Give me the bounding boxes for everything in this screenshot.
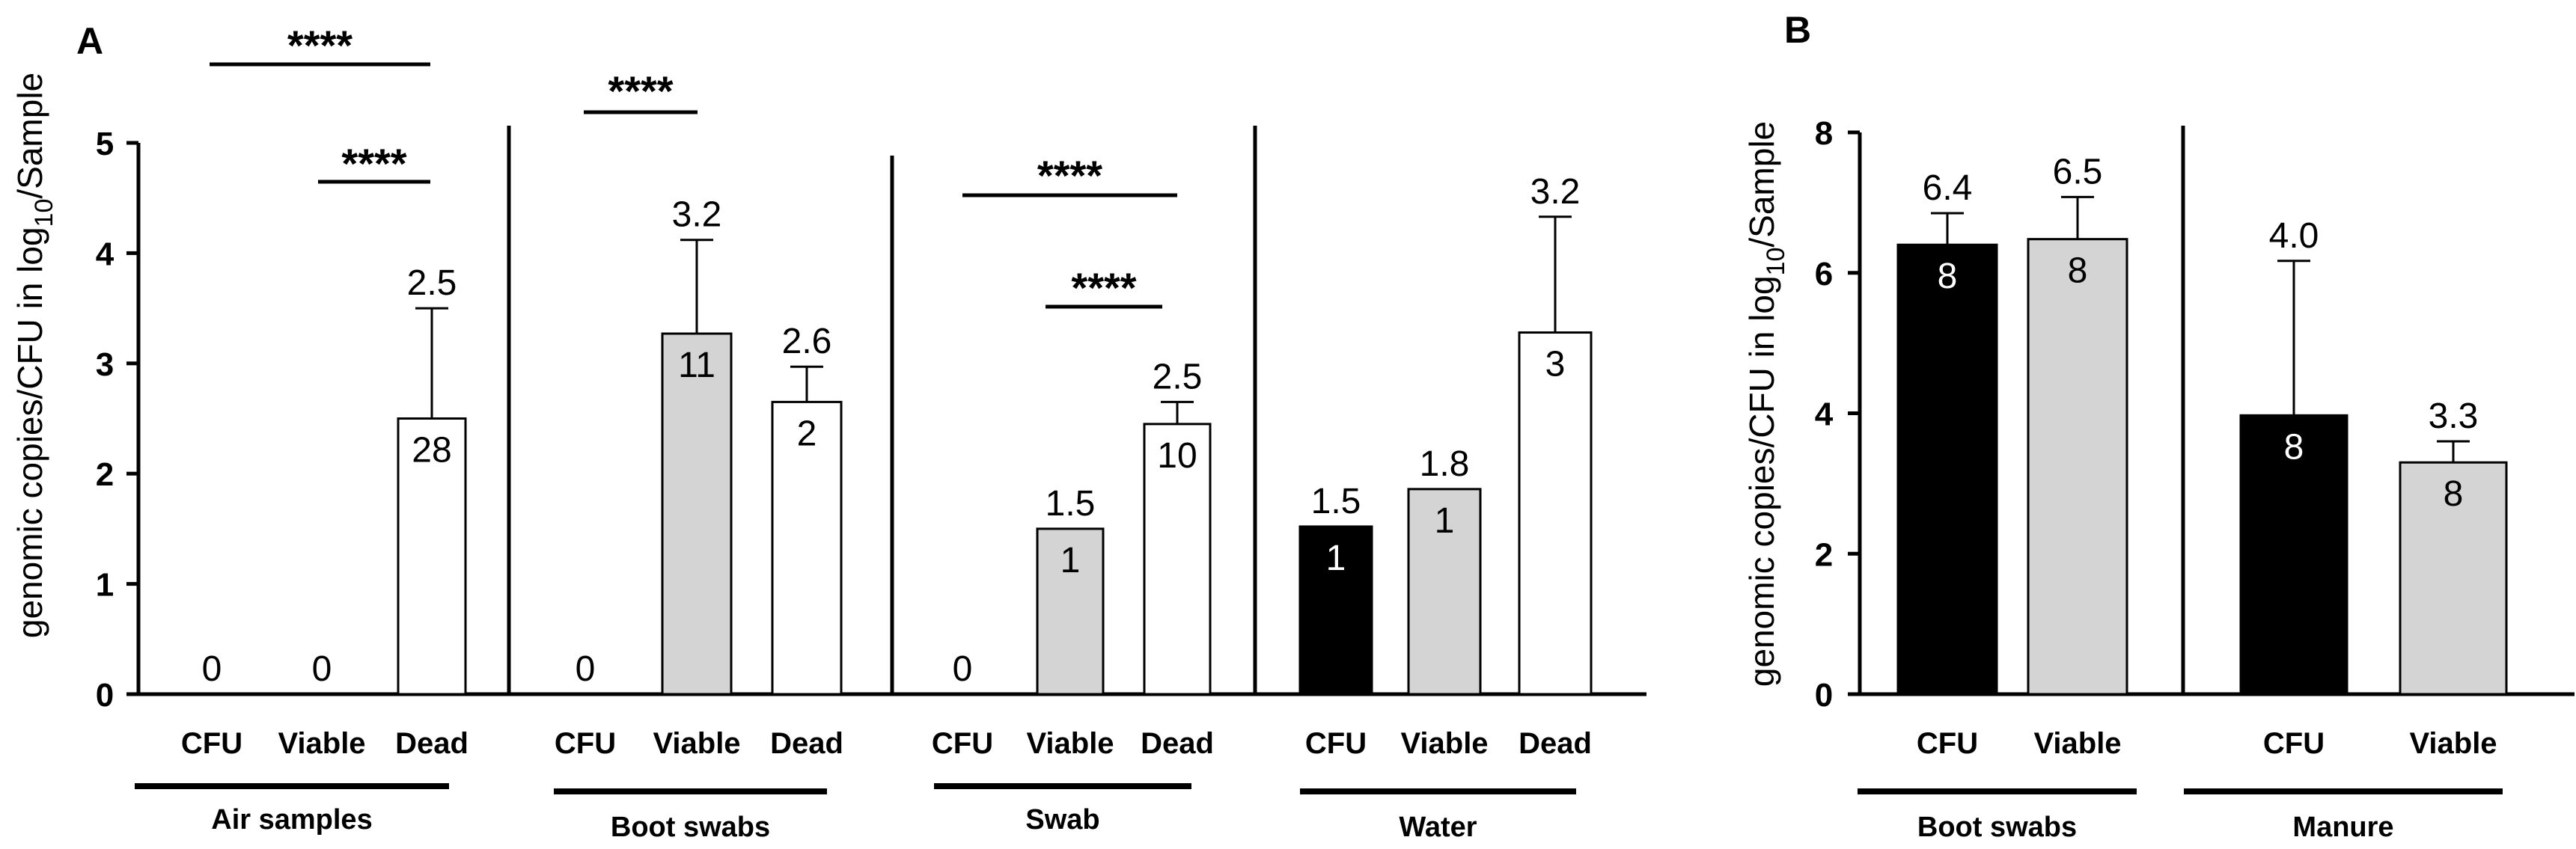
- x-tick-label: CFU: [555, 727, 616, 760]
- panel-a-group-air-samples: 0 CFU 0 Viable 2.5 28 Dead Air samples **** ****: [135, 22, 468, 836]
- x-tick-label: Dead: [1141, 727, 1214, 760]
- data-label: 1.5: [1046, 484, 1096, 524]
- panel-b-group-boot-swabs: 6.4 8 CFU 6.5 8 Viable Boot swabs: [1858, 152, 2137, 843]
- significance-label: ****: [1071, 264, 1136, 311]
- bar-cfu: [1298, 525, 1373, 696]
- panel-a-letter: A: [76, 20, 103, 62]
- group-label: Manure: [2292, 812, 2393, 843]
- data-label: 0: [202, 649, 222, 689]
- n-label: 8: [2444, 474, 2464, 514]
- x-tick-label: Viable: [653, 727, 740, 760]
- bar-viable: [2027, 238, 2128, 696]
- significance-label: ****: [608, 67, 673, 114]
- data-label: 3.2: [1530, 172, 1581, 212]
- bar-viable: [1407, 488, 1482, 696]
- data-label: 6.4: [1923, 168, 1973, 208]
- n-label: 8: [2284, 427, 2304, 467]
- data-label: 0: [312, 649, 332, 689]
- n-label: 8: [1938, 257, 1958, 296]
- x-tick-label: Viable: [2033, 727, 2121, 760]
- panel-a-y-axis-label: genomic copies/CFU in log10/Sample: [10, 73, 58, 638]
- x-tick-label: Viable: [1400, 727, 1488, 760]
- panel-a-y-tick-label: 3: [96, 346, 114, 383]
- panel-b-y-tick-label: 8: [1815, 115, 1833, 152]
- n-label: 8: [2068, 251, 2088, 291]
- panel-b-group-manure: 4.0 8 CFU 3.3 8 Viable Manure: [2184, 216, 2508, 843]
- n-label: 2: [797, 414, 817, 453]
- significance-label: ****: [287, 22, 352, 69]
- significance-label: ****: [1037, 152, 1102, 199]
- panel-b-y-tick-label: 0: [1815, 677, 1833, 714]
- data-label: 2.5: [407, 263, 457, 303]
- bar-viable: [661, 332, 733, 696]
- bar-viable: [1036, 527, 1105, 696]
- x-tick-label: Viable: [1026, 727, 1114, 760]
- x-tick-label: Dead: [395, 727, 468, 760]
- panel-a-group-water: 1.5 1 CFU 1.8 1 Viable 3.2 3 Dead Water: [1298, 172, 1593, 843]
- panel-b-letter: B: [1784, 9, 1811, 51]
- n-label: 1: [1060, 541, 1081, 580]
- panel-b-y-tick-label: 2: [1815, 536, 1833, 573]
- data-label: 0: [953, 649, 973, 689]
- data-label: 2.5: [1153, 357, 1203, 396]
- n-label: 1: [1435, 501, 1455, 541]
- group-label: Boot swabs: [611, 812, 770, 843]
- bar-cfu: [2239, 414, 2348, 696]
- data-label: 0: [576, 649, 596, 689]
- panel-a-group-swab: 0 CFU 1.5 1 Viable 2.5 10 Dead Swab **** ****: [932, 152, 1214, 836]
- data-label: 1.8: [1420, 444, 1470, 484]
- panel-a-y-tick-label: 4: [96, 236, 115, 272]
- x-tick-label: Viable: [278, 727, 365, 760]
- n-label: 11: [678, 346, 715, 385]
- panel-a-y-tick-label: 2: [96, 456, 114, 493]
- x-tick-label: Dead: [1519, 727, 1592, 760]
- data-label: 6.5: [2053, 152, 2103, 191]
- panel-a-y-tick-label: 5: [96, 126, 114, 162]
- n-label: 1: [1326, 539, 1346, 578]
- panel-b-y-axis-label: genomic copies/CFU in log10/Sample: [1742, 121, 1790, 687]
- data-label: 3.2: [672, 195, 722, 235]
- panel-a-group-boot-swabs: 0 CFU 3.2 11 Viable 2.6 2 Dead Boot swabs ****: [554, 67, 843, 843]
- x-tick-label: CFU: [932, 727, 993, 760]
- bar-cfu: [1896, 243, 1998, 696]
- n-label: 28: [412, 431, 451, 471]
- panel-b-y-tick-label: 6: [1815, 256, 1833, 292]
- data-label: 4.0: [2269, 216, 2319, 256]
- x-tick-label: Viable: [2409, 727, 2497, 760]
- x-tick-label: CFU: [1917, 727, 1978, 760]
- bar-dead: [397, 417, 467, 696]
- group-label: Air samples: [211, 804, 372, 836]
- n-label: 10: [1157, 436, 1197, 476]
- group-label: Water: [1399, 812, 1477, 843]
- group-label: Swab: [1025, 804, 1099, 836]
- panel-a-y-tick-label: 0: [96, 677, 114, 714]
- bar-viable: [2399, 461, 2508, 696]
- panel-a-y-tick-label: 1: [96, 567, 114, 604]
- data-label: 1.5: [1311, 482, 1361, 521]
- n-label: 3: [1545, 345, 1566, 384]
- bar-dead: [1518, 331, 1593, 696]
- group-label: Boot swabs: [1917, 812, 2077, 843]
- x-tick-label: Dead: [770, 727, 843, 760]
- data-label: 3.3: [2429, 396, 2479, 436]
- data-label: 2.6: [782, 322, 832, 361]
- panel-b-y-tick-label: 4: [1815, 396, 1834, 433]
- x-tick-label: CFU: [181, 727, 242, 760]
- x-tick-label: CFU: [2263, 727, 2325, 760]
- x-tick-label: CFU: [1305, 727, 1367, 760]
- significance-label: ****: [341, 140, 406, 187]
